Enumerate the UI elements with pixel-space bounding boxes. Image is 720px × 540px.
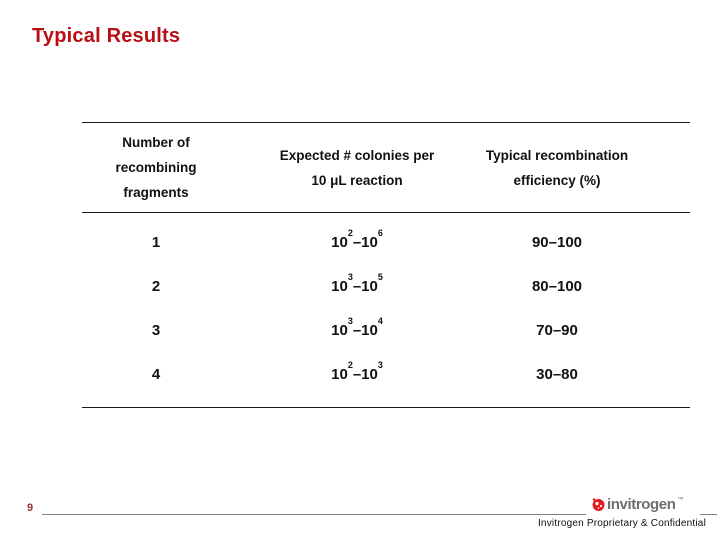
efficiency-cell: 30–80 — [536, 365, 578, 383]
table-body: 1 102–106 90–100 2 103–105 80–100 3 103–… — [82, 213, 690, 408]
colonies-cell: 102–103 — [230, 360, 484, 383]
colonies-value: 103–105 — [331, 272, 383, 295]
footer-divider-line — [700, 514, 717, 515]
table-header-row: Number of recombining fragments Expected… — [82, 122, 690, 213]
efficiency-cell: 90–100 — [531, 233, 583, 251]
invitrogen-logo-text: invitrogen — [607, 495, 676, 513]
efficiency-cell: 70–90 — [536, 321, 578, 339]
invitrogen-ball-icon — [592, 498, 605, 511]
fragments-cell: 3 — [151, 321, 161, 339]
table-row: 1 102–106 90–100 — [82, 220, 690, 264]
header-line: 10 μL reaction — [311, 172, 403, 188]
colonies-value: 103–104 — [331, 316, 383, 339]
trademark-mark: ™ — [677, 497, 684, 503]
fragments-cell: 4 — [151, 365, 161, 383]
colonies-cell: 103–104 — [230, 316, 484, 339]
header-line: Expected # colonies per — [279, 147, 435, 163]
header-line: Typical recombination — [485, 147, 629, 163]
efficiency-cell: 80–100 — [531, 277, 583, 295]
page-number: 9 — [27, 502, 34, 514]
page-title: Typical Results — [32, 25, 181, 47]
colonies-cell: 103–105 — [230, 272, 484, 295]
table-row: 3 103–104 70–90 — [82, 308, 690, 352]
column-header-fragments: Number of recombining fragments — [82, 123, 230, 212]
footer-divider-line — [42, 514, 586, 515]
fragments-cell: 1 — [151, 233, 161, 251]
colonies-value: 102–106 — [331, 228, 383, 251]
column-header-colonies: Expected # colonies per 10 μL reaction — [230, 123, 484, 212]
results-table: Number of recombining fragments Expected… — [82, 122, 690, 408]
table-row: 2 103–105 80–100 — [82, 264, 690, 308]
header-line: Number of — [122, 135, 190, 150]
column-header-efficiency: Typical recombination efficiency (%) — [484, 123, 690, 212]
header-line: efficiency (%) — [513, 172, 601, 188]
header-line: recombining — [115, 160, 197, 175]
colonies-cell: 102–106 — [230, 228, 484, 251]
colonies-value: 102–103 — [331, 360, 383, 383]
header-line: fragments — [123, 185, 189, 200]
table-row: 4 102–103 30–80 — [82, 352, 690, 396]
invitrogen-logo: invitrogen ™ — [591, 495, 684, 513]
fragments-cell: 2 — [151, 277, 161, 295]
footer-confidential-text: Invitrogen Proprietary & Confidential — [537, 518, 706, 529]
